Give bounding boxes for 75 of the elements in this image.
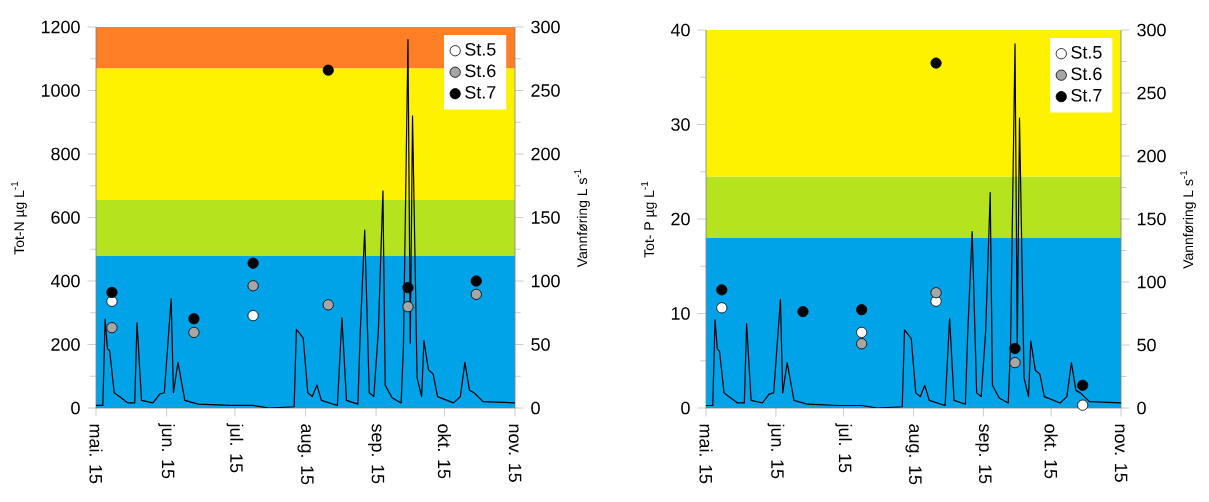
x-tick-label: jul. 15 [835, 423, 852, 473]
point [930, 287, 942, 299]
point [856, 326, 868, 338]
point [856, 338, 868, 350]
y2-axis-title: Vannføring L s$^{-1}$ [1180, 170, 1196, 269]
point [1077, 399, 1089, 411]
y-tick-label: 0 [71, 401, 80, 415]
x-tick-label: aug. 15 [297, 424, 314, 485]
y2-tick-label: 100 [1137, 275, 1166, 289]
y2-tick-label: 0 [1137, 401, 1146, 415]
y2-tick-label: 150 [1137, 212, 1166, 226]
legend-label: St.7 [1071, 88, 1102, 102]
point [856, 304, 868, 316]
legend-label: St.7 [465, 85, 496, 99]
y2-tick-label: 50 [1137, 338, 1156, 352]
legend-label: St.5 [1071, 45, 1102, 59]
x-tick-label: jun. 15 [158, 423, 175, 479]
legend-label: St.6 [465, 64, 496, 78]
y2-tick-label: 250 [531, 84, 560, 97]
point [322, 299, 334, 311]
point [247, 310, 259, 322]
x-tick-label: okt. 15 [1044, 424, 1058, 479]
y-axis-title: Tot- P µg L$^{-1}$ [641, 181, 657, 258]
x-tick-label: aug. 15 [905, 424, 922, 485]
point [470, 288, 482, 300]
y-tick-label: 400 [50, 274, 80, 288]
point [402, 282, 414, 294]
y2-tick-label: 250 [1137, 86, 1166, 100]
y2-axis-title: Vannføring L s$^{-1}$ [574, 169, 590, 268]
point [106, 322, 118, 334]
x-tick-label: mai. 15 [699, 424, 713, 484]
legend-label: St.5 [465, 42, 496, 56]
y2-tick-label: 200 [531, 147, 560, 161]
x-tick-label: jun. 15 [767, 423, 785, 479]
y-tick-label: 0 [681, 401, 690, 415]
point [1077, 379, 1089, 391]
point [716, 302, 728, 314]
y-tick-label: 200 [51, 338, 80, 351]
y-tick-label: 1200 [41, 20, 80, 34]
y-axis-title: Tot-N µg L$^{-1}$ [11, 181, 27, 255]
y-tick-label: 600 [51, 211, 80, 224]
y2-tick-label: 100 [531, 274, 560, 288]
point [797, 306, 809, 318]
point [402, 301, 414, 313]
y-tick-label: 20 [671, 212, 690, 226]
x-tick-label: sep. 15 [368, 424, 385, 484]
point [470, 275, 482, 287]
y2-tick-label: 200 [1137, 149, 1166, 163]
y-tick-label: 800 [51, 147, 80, 161]
x-tick-label: mai. 15 [89, 424, 103, 484]
legend-label: St.6 [1071, 67, 1102, 81]
y2-tick-label: 150 [531, 211, 560, 224]
point [106, 286, 118, 299]
point [247, 257, 259, 269]
point [322, 64, 334, 76]
y-tick-label: 1000 [41, 84, 80, 97]
x-tick-label: jul. 15 [226, 423, 244, 473]
point [247, 280, 259, 292]
y2-tick-label: 50 [531, 338, 550, 351]
y2-tick-label: 300 [1137, 23, 1166, 37]
point [930, 57, 942, 69]
y-tick-label: 40 [670, 23, 690, 37]
x-tick-label: nov. 15 [1114, 424, 1128, 482]
y2-tick-label: 0 [531, 401, 540, 415]
point [1009, 342, 1021, 355]
x-tick-label: okt. 15 [437, 424, 451, 479]
y2-tick-label: 300 [531, 20, 560, 34]
x-tick-label: nov. 15 [508, 424, 522, 482]
y-tick-label: 30 [671, 118, 690, 131]
point [188, 313, 200, 325]
y-tick-label: 10 [671, 307, 690, 320]
x-tick-label: sep. 15 [975, 424, 992, 484]
point [188, 326, 200, 339]
point [716, 284, 728, 296]
point [1009, 357, 1021, 369]
